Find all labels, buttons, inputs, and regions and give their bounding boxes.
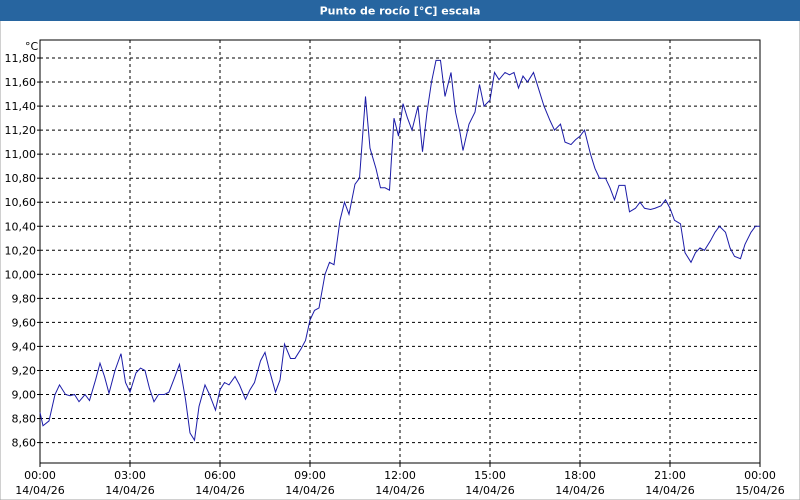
data-line bbox=[39, 59, 760, 442]
y-tick-label: 9,80 bbox=[12, 292, 37, 305]
x-tick-label: 21:00 bbox=[654, 469, 686, 482]
x-tick-date: 14/04/26 bbox=[285, 484, 334, 497]
chart-title: Punto de rocío [°C] escala bbox=[320, 5, 481, 18]
y-tick-label: 9,60 bbox=[12, 316, 37, 329]
x-tick-label: 00:00 bbox=[24, 469, 56, 482]
y-unit: °C bbox=[25, 40, 39, 53]
y-tick-label: 8,80 bbox=[12, 413, 37, 426]
y-tick-label: 8,60 bbox=[12, 437, 37, 450]
x-tick-date: 15/04/26 bbox=[735, 484, 784, 497]
x-tick-date: 14/04/26 bbox=[555, 484, 604, 497]
y-tick-label: 11,80 bbox=[5, 52, 37, 65]
x-tick-label: 12:00 bbox=[384, 469, 416, 482]
x-tick-label: 09:00 bbox=[294, 469, 326, 482]
x-tick-date: 14/04/26 bbox=[375, 484, 424, 497]
x-tick-label: 03:00 bbox=[114, 469, 146, 482]
y-tick-label: 10,60 bbox=[5, 196, 37, 209]
x-tick-date: 14/04/26 bbox=[15, 484, 64, 497]
y-tick-label: 9,20 bbox=[12, 364, 37, 377]
y-tick-label: 11,20 bbox=[5, 124, 37, 137]
y-tick-label: 10,00 bbox=[5, 268, 37, 281]
x-tick-date: 14/04/26 bbox=[465, 484, 514, 497]
x-tick-label: 00:00 bbox=[744, 469, 776, 482]
y-tick-label: 10,40 bbox=[5, 220, 37, 233]
x-tick-label: 18:00 bbox=[564, 469, 596, 482]
y-tick-label: 11,40 bbox=[5, 100, 37, 113]
y-tick-label: 11,00 bbox=[5, 148, 37, 161]
x-tick-date: 14/04/26 bbox=[195, 484, 244, 497]
y-tick-label: 10,20 bbox=[5, 244, 37, 257]
title-bar bbox=[0, 0, 800, 21]
x-tick-date: 14/04/26 bbox=[105, 484, 154, 497]
y-tick-label: 9,00 bbox=[12, 389, 37, 402]
x-tick-label: 15:00 bbox=[474, 469, 506, 482]
y-tick-label: 11,60 bbox=[5, 76, 37, 89]
y-tick-label: 9,40 bbox=[12, 340, 37, 353]
y-tick-label: 10,80 bbox=[5, 172, 37, 185]
x-tick-label: 06:00 bbox=[204, 469, 236, 482]
x-tick-date: 14/04/26 bbox=[645, 484, 694, 497]
